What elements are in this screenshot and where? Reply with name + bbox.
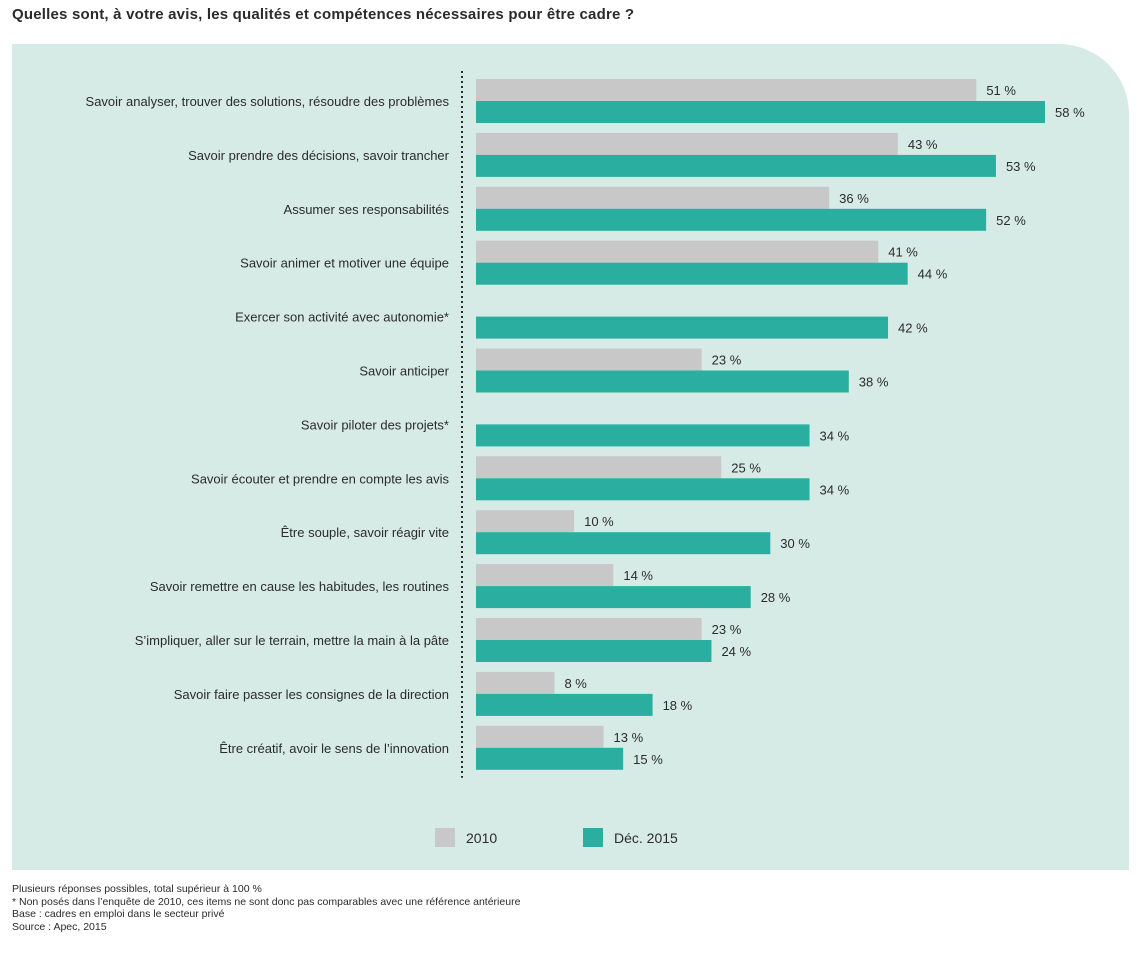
category-label: Savoir piloter des projets*	[301, 417, 449, 432]
legend: 2010 Déc. 2015	[435, 828, 678, 847]
category-label: Savoir remettre en cause les habitudes, …	[150, 579, 450, 594]
bar-group: Savoir remettre en cause les habitudes, …	[150, 564, 791, 609]
bar-2015	[476, 640, 712, 662]
bar-group: Être souple, savoir réagir vite 10 % 30 %	[281, 510, 810, 555]
legend-swatch-2010	[435, 828, 455, 847]
bar-2010	[476, 79, 977, 101]
value-label: 51 %	[986, 83, 1016, 98]
chart-title: Quelles sont, à votre avis, les qualités…	[12, 6, 635, 23]
bar-2015	[476, 586, 751, 609]
bar-group: Être créatif, avoir le sens de l’innovat…	[219, 725, 663, 770]
bar-2010	[476, 564, 614, 587]
value-label: 10 %	[584, 514, 614, 529]
bar-2010	[476, 456, 722, 479]
chart-notes: Plusieurs réponses possibles, total supé…	[12, 883, 520, 933]
bar-group: Savoir écouter et prendre en compte les …	[191, 456, 850, 501]
value-label: 58 %	[1055, 105, 1085, 120]
value-label: 24 %	[721, 644, 751, 659]
value-label: 34 %	[820, 482, 850, 497]
bar-2015	[476, 478, 810, 501]
value-label: 14 %	[623, 568, 653, 583]
legend-label: 2010	[466, 830, 497, 846]
bar-2015	[476, 208, 987, 231]
category-label: Être créatif, avoir le sens de l’innovat…	[219, 741, 449, 756]
bar-group: Savoir faire passer les consignes de la …	[174, 671, 693, 716]
value-label: 13 %	[614, 730, 644, 745]
bar-2010	[476, 671, 555, 694]
category-label: Savoir prendre des décisions, savoir tra…	[188, 148, 450, 163]
bar-2015	[476, 262, 908, 285]
bar-2010	[476, 725, 604, 748]
value-label: 8 %	[564, 676, 587, 691]
bar-2015	[476, 370, 849, 393]
value-label: 36 %	[839, 191, 869, 206]
bar-2010	[476, 186, 830, 209]
bar-group: Savoir analyser, trouver des solutions, …	[86, 79, 1085, 123]
bar-group: Assumer ses responsabilités 36 % 52 %	[284, 186, 1026, 231]
bar-2015	[476, 747, 624, 770]
bar-2015	[476, 532, 771, 555]
value-label: 23 %	[712, 622, 742, 637]
bar-2015	[476, 154, 996, 177]
note-base: Base : cadres en emploi dans le secteur …	[12, 908, 225, 920]
bar-2010	[476, 618, 702, 640]
category-label: Être souple, savoir réagir vite	[281, 525, 449, 540]
note-multiple-answers: Plusieurs réponses possibles, total supé…	[12, 883, 262, 895]
bar-2010	[476, 132, 898, 155]
value-label: 52 %	[996, 213, 1026, 228]
value-label: 30 %	[780, 536, 810, 551]
category-label: Savoir animer et motiver une équipe	[240, 256, 449, 271]
bar-2015	[476, 693, 653, 716]
category-label: Savoir écouter et prendre en compte les …	[191, 471, 449, 486]
bar-group: S’impliquer, aller sur le terrain, mettr…	[135, 618, 752, 662]
value-label: 53 %	[1006, 159, 1036, 174]
note-asterisk: * Non posés dans l’enquête de 2010, ces …	[12, 895, 521, 908]
value-label: 41 %	[888, 245, 918, 260]
value-label: 28 %	[761, 590, 791, 605]
bar-2010	[476, 240, 879, 263]
category-label: Assumer ses responsabilités	[284, 202, 450, 217]
category-label: Exercer son activité avec autonomie*	[235, 310, 449, 325]
note-source: Source : Apec, 2015	[12, 920, 107, 933]
bar-2015	[476, 101, 1045, 123]
category-label: S’impliquer, aller sur le terrain, mettr…	[135, 633, 449, 648]
category-label: Savoir anticiper	[359, 364, 449, 379]
bar-2010	[476, 510, 575, 533]
bar-2015	[476, 424, 810, 447]
category-label: Savoir analyser, trouver des solutions, …	[86, 94, 450, 109]
value-label: 44 %	[918, 267, 948, 282]
value-label: 42 %	[898, 321, 928, 336]
bar-group: Savoir anticiper 23 % 38 %	[359, 348, 889, 393]
bars-layer: Savoir analyser, trouver des solutions, …	[86, 71, 1085, 778]
category-label: Savoir faire passer les consignes de la …	[174, 687, 449, 702]
bar-2015	[476, 316, 889, 339]
value-label: 25 %	[731, 460, 761, 475]
bar-group: Savoir piloter des projets* 34 %	[301, 417, 850, 447]
value-label: 18 %	[663, 698, 693, 713]
value-label: 34 %	[820, 428, 850, 443]
value-label: 38 %	[859, 375, 889, 390]
value-label: 43 %	[908, 137, 938, 152]
bar-2010	[476, 348, 702, 371]
value-label: 23 %	[712, 353, 742, 368]
bar-group: Exercer son activité avec autonomie* 42 %	[235, 310, 928, 339]
bar-group: Savoir animer et motiver une équipe 41 %4…	[240, 240, 948, 285]
legend-swatch-2015	[583, 828, 603, 847]
bar-group: Savoir prendre des décisions, savoir tra…	[188, 132, 1036, 177]
legend-label: Déc. 2015	[614, 830, 678, 846]
value-label: 15 %	[633, 752, 663, 767]
bar-chart: Savoir analyser, trouver des solutions, …	[86, 71, 1085, 847]
